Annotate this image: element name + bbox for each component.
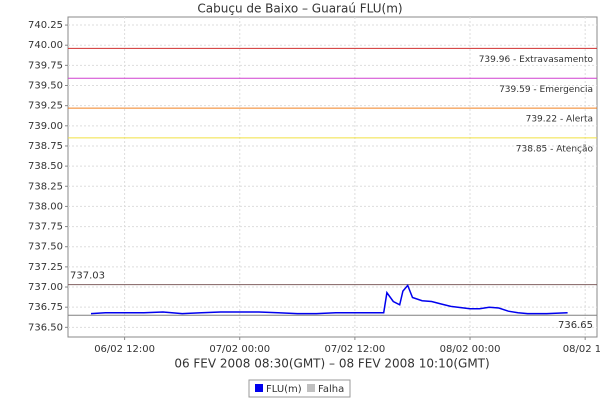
threshold-label: 739.59 - Emergencia	[499, 85, 593, 95]
threshold-label: 739.22 - Alerta	[526, 115, 593, 125]
y-tick-label: 738.75	[28, 141, 63, 152]
y-tick-label: 738.00	[28, 201, 63, 212]
chart-title: Cabuçu de Baixo – Guaraú FLU(m)	[197, 2, 402, 16]
y-tick-label: 739.25	[28, 101, 63, 112]
y-tick-label: 737.75	[28, 222, 63, 233]
y-tick-label: 737.25	[28, 262, 63, 273]
legend-swatch	[255, 384, 263, 392]
min-label: 736.65	[558, 320, 593, 331]
y-tick-label: 736.75	[28, 302, 63, 313]
y-tick-label: 737.00	[28, 282, 63, 293]
x-tick-label: 08/02 00:00	[440, 344, 501, 355]
x-tick-label: 07/02 12:00	[324, 344, 385, 355]
y-tick-label: 739.75	[28, 60, 63, 71]
legend-label: FLU(m)	[266, 384, 302, 395]
x-tick-label: 08/02 12	[563, 344, 600, 355]
y-tick-label: 738.50	[28, 161, 63, 172]
legend-box	[248, 379, 351, 398]
y-tick-label: 739.50	[28, 81, 63, 92]
y-tick-label: 739.00	[28, 121, 63, 132]
y-tick-label: 736.50	[28, 322, 63, 333]
y-tick-label: 740.25	[28, 20, 63, 31]
plot-area	[67, 16, 598, 338]
y-tick-label: 740.00	[28, 40, 63, 51]
y-tick-label: 738.25	[28, 181, 63, 192]
data-line	[90, 283, 568, 315]
max-label: 737.03	[70, 271, 105, 282]
threshold-label: 738.85 - Atenção	[516, 144, 594, 154]
legend-swatch	[307, 384, 315, 392]
x-axis-label: 06 FEV 2008 08:30(GMT) – 08 FEV 2008 10:…	[174, 357, 489, 371]
legend-label: Falha	[318, 384, 344, 395]
y-tick-label: 737.50	[28, 242, 63, 253]
x-tick-label: 07/02 00:00	[209, 344, 270, 355]
threshold-label: 739.96 - Extravasamento	[479, 55, 594, 65]
x-tick-label: 06/02 12:00	[94, 344, 155, 355]
